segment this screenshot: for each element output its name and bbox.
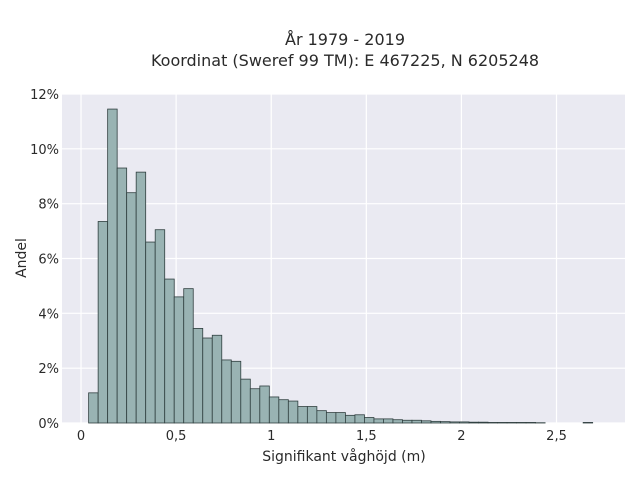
- histogram-bar: [449, 421, 460, 424]
- histogram-bar: [306, 406, 318, 424]
- histogram-bar: [183, 288, 194, 424]
- histogram-bar: [506, 422, 517, 424]
- x-axis-label: Signifikant våghöjd (m): [262, 448, 425, 465]
- histogram-bar: [154, 229, 166, 424]
- x-axis-ticks: 0 0,5 1 1,5 2 2,5: [77, 429, 567, 444]
- histogram-bar: [249, 388, 261, 424]
- histogram-bar: [97, 221, 109, 424]
- histogram-bar: [316, 410, 327, 424]
- histogram-bar: [268, 396, 280, 424]
- histogram-bar: [373, 418, 384, 424]
- histogram-bar: [468, 421, 479, 424]
- histogram-bar: [135, 171, 147, 424]
- x-tick-label: 2,5: [546, 429, 567, 444]
- x-tick-label: 0,5: [166, 429, 187, 444]
- histogram-bar: [126, 192, 137, 424]
- histogram-bar: [582, 422, 594, 424]
- histogram-bar: [145, 241, 156, 424]
- chart-title-line1: År 1979 - 2019: [285, 30, 405, 49]
- histogram-bar: [430, 420, 441, 424]
- histogram-bar: [230, 360, 242, 424]
- histogram-bar: [525, 422, 537, 424]
- histogram-bar: [278, 399, 289, 424]
- y-tick-label: 12%: [30, 88, 59, 103]
- histogram-bar: [287, 400, 299, 424]
- histogram-bar: [440, 421, 451, 424]
- histogram-bar: [459, 421, 470, 424]
- histogram-bar: [173, 296, 185, 424]
- histogram-bar: [478, 421, 489, 424]
- histogram-bar: [345, 414, 356, 424]
- histogram-bar: [354, 414, 365, 424]
- histogram-bar: [259, 385, 270, 424]
- y-tick-label: 8%: [38, 198, 59, 213]
- y-tick-label: 0%: [38, 417, 59, 432]
- chart-title-line2: Koordinat (Sweref 99 TM): E 467225, N 62…: [151, 51, 539, 70]
- y-tick-label: 10%: [30, 143, 59, 158]
- histogram-bar: [487, 422, 498, 424]
- histogram-bar: [297, 406, 308, 424]
- histogram-bar: [88, 392, 99, 424]
- histogram-bar: [364, 417, 375, 424]
- histogram-bar: [392, 419, 403, 424]
- histogram-bar: [221, 359, 232, 424]
- histogram-bar: [240, 378, 251, 424]
- histogram-bars: [88, 108, 594, 424]
- histogram-bar: [116, 167, 128, 424]
- histogram-bar: [411, 419, 422, 424]
- y-tick-label: 4%: [38, 307, 59, 322]
- histogram-bar: [516, 422, 527, 424]
- histogram-bar: [211, 334, 223, 424]
- y-tick-label: 6%: [38, 253, 59, 268]
- histogram-bar: [325, 412, 337, 424]
- x-tick-label: 1,5: [356, 429, 377, 444]
- y-axis-label: Andel: [14, 238, 30, 278]
- histogram-bar: [383, 418, 394, 424]
- x-tick-label: 1: [267, 429, 275, 444]
- y-tick-label: 2%: [38, 362, 59, 377]
- histogram-bar: [192, 328, 204, 424]
- histogram-bar: [335, 412, 346, 424]
- histogram-bar: [164, 278, 175, 424]
- x-tick-label: 2: [457, 429, 465, 444]
- y-axis-ticks: 0% 2% 4% 6% 8% 10% 12%: [30, 88, 59, 432]
- histogram-bar: [402, 419, 413, 424]
- histogram-bar: [202, 337, 213, 424]
- histogram-bar: [421, 420, 432, 424]
- histogram-bar: [497, 422, 508, 424]
- histogram-bar: [107, 108, 118, 424]
- x-tick-label: 0: [77, 429, 85, 444]
